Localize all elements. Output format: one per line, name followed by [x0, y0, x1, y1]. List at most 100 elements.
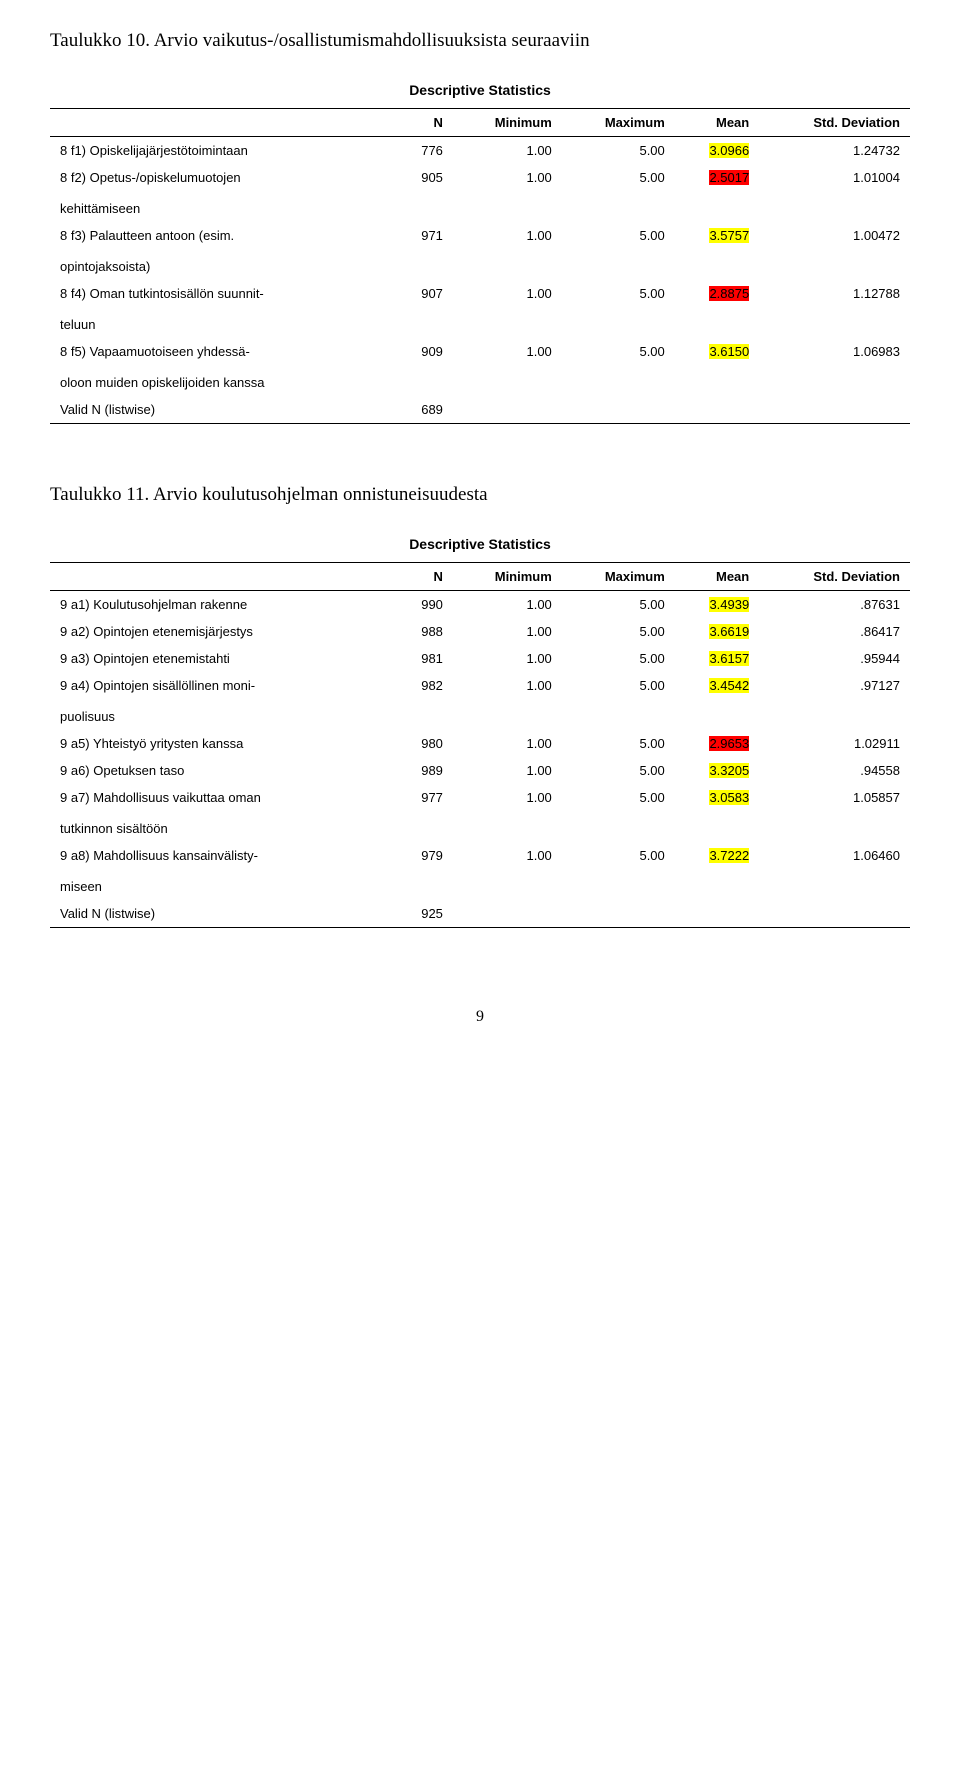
cell-mean: 2.5017 — [675, 164, 759, 191]
col-std: Std. Deviation — [759, 109, 910, 137]
row-label: 9 a8) Mahdollisuus kansainvälisty- — [50, 842, 394, 869]
table-row-sub: kehittämiseen — [50, 191, 910, 222]
cell-mean: 3.3205 — [675, 757, 759, 784]
row-sublabel: opintojaksoista) — [50, 249, 394, 280]
valid-n-label: Valid N (listwise) — [50, 396, 394, 424]
cell-std: .94558 — [759, 757, 910, 784]
cell-max: 5.00 — [562, 280, 675, 307]
valid-n-value: 925 — [394, 900, 453, 928]
table-10: N Minimum Maximum Mean Std. Deviation 8 … — [50, 108, 910, 424]
table-row: 9 a8) Mahdollisuus kansainvälisty-9791.0… — [50, 842, 910, 869]
cell-std: .87631 — [759, 591, 910, 619]
cell-min: 1.00 — [453, 842, 562, 869]
table-row-sub: teluun — [50, 307, 910, 338]
row-label: 8 f4) Oman tutkintosisällön suunnit- — [50, 280, 394, 307]
cell-std: .95944 — [759, 645, 910, 672]
cell-n: 982 — [394, 672, 453, 699]
row-label: 9 a4) Opintojen sisällöllinen moni- — [50, 672, 394, 699]
table-11: N Minimum Maximum Mean Std. Deviation 9 … — [50, 562, 910, 928]
row-label: 8 f3) Palautteen antoon (esim. — [50, 222, 394, 249]
cell-min: 1.00 — [453, 164, 562, 191]
cell-min: 1.00 — [453, 222, 562, 249]
row-sublabel: miseen — [50, 869, 394, 900]
col-blank — [50, 563, 394, 591]
cell-std: 1.01004 — [759, 164, 910, 191]
cell-std: .86417 — [759, 618, 910, 645]
col-min: Minimum — [453, 563, 562, 591]
col-max: Maximum — [562, 563, 675, 591]
col-max: Maximum — [562, 109, 675, 137]
cell-min: 1.00 — [453, 645, 562, 672]
table-row-sub: puolisuus — [50, 699, 910, 730]
cell-mean: 3.7222 — [675, 842, 759, 869]
page-title-2: Taulukko 11. Arvio koulutusohjelman onni… — [50, 484, 910, 506]
cell-std: 1.12788 — [759, 280, 910, 307]
cell-mean: 3.0583 — [675, 784, 759, 811]
cell-max: 5.00 — [562, 618, 675, 645]
cell-max: 5.00 — [562, 645, 675, 672]
cell-std: 1.00472 — [759, 222, 910, 249]
cell-mean: 3.6157 — [675, 645, 759, 672]
row-sublabel: puolisuus — [50, 699, 394, 730]
table-row: 9 a6) Opetuksen taso9891.005.003.3205.94… — [50, 757, 910, 784]
cell-n: 981 — [394, 645, 453, 672]
table-row: 8 f2) Opetus-/opiskelumuotojen9051.005.0… — [50, 164, 910, 191]
cell-n: 990 — [394, 591, 453, 619]
cell-std: 1.24732 — [759, 137, 910, 165]
cell-n: 988 — [394, 618, 453, 645]
cell-n: 909 — [394, 338, 453, 365]
cell-mean: 2.9653 — [675, 730, 759, 757]
cell-min: 1.00 — [453, 730, 562, 757]
row-label: 9 a1) Koulutusohjelman rakenne — [50, 591, 394, 619]
table-row: 9 a1) Koulutusohjelman rakenne9901.005.0… — [50, 591, 910, 619]
cell-max: 5.00 — [562, 784, 675, 811]
cell-mean: 2.8875 — [675, 280, 759, 307]
row-sublabel: kehittämiseen — [50, 191, 394, 222]
cell-mean: 3.6619 — [675, 618, 759, 645]
row-sublabel: teluun — [50, 307, 394, 338]
cell-mean: 3.6150 — [675, 338, 759, 365]
cell-min: 1.00 — [453, 280, 562, 307]
cell-std: 1.06983 — [759, 338, 910, 365]
row-label: 9 a2) Opintojen etenemisjärjestys — [50, 618, 394, 645]
cell-mean: 3.0966 — [675, 137, 759, 165]
valid-n-label: Valid N (listwise) — [50, 900, 394, 928]
col-blank — [50, 109, 394, 137]
table-row-sub: oloon muiden opiskelijoiden kanssa — [50, 365, 910, 396]
page-title-1: Taulukko 10. Arvio vaikutus-/osallistumi… — [50, 30, 910, 52]
col-min: Minimum — [453, 109, 562, 137]
cell-std: 1.05857 — [759, 784, 910, 811]
cell-n: 980 — [394, 730, 453, 757]
stats-title-1: Descriptive Statistics — [50, 82, 910, 98]
table-row: 9 a3) Opintojen etenemistahti9811.005.00… — [50, 645, 910, 672]
table-row: 8 f3) Palautteen antoon (esim.9711.005.0… — [50, 222, 910, 249]
cell-min: 1.00 — [453, 784, 562, 811]
table-row: 9 a2) Opintojen etenemisjärjestys9881.00… — [50, 618, 910, 645]
cell-max: 5.00 — [562, 842, 675, 869]
table-row-sub: tutkinnon sisältöön — [50, 811, 910, 842]
table-row: 9 a4) Opintojen sisällöllinen moni-9821.… — [50, 672, 910, 699]
cell-max: 5.00 — [562, 757, 675, 784]
col-mean: Mean — [675, 563, 759, 591]
cell-max: 5.00 — [562, 591, 675, 619]
cell-mean: 3.4542 — [675, 672, 759, 699]
cell-max: 5.00 — [562, 338, 675, 365]
cell-max: 5.00 — [562, 137, 675, 165]
valid-n-row: Valid N (listwise)925 — [50, 900, 910, 928]
table-row: 8 f1) Opiskelijajärjestötoimintaan7761.0… — [50, 137, 910, 165]
cell-n: 907 — [394, 280, 453, 307]
table-row: 8 f5) Vapaamuotoiseen yhdessä-9091.005.0… — [50, 338, 910, 365]
row-label: 8 f1) Opiskelijajärjestötoimintaan — [50, 137, 394, 165]
col-std: Std. Deviation — [759, 563, 910, 591]
cell-min: 1.00 — [453, 618, 562, 645]
cell-mean: 3.5757 — [675, 222, 759, 249]
cell-n: 979 — [394, 842, 453, 869]
table-row: 9 a7) Mahdollisuus vaikuttaa oman9771.00… — [50, 784, 910, 811]
table-row: 8 f4) Oman tutkintosisällön suunnit-9071… — [50, 280, 910, 307]
row-label: 9 a7) Mahdollisuus vaikuttaa oman — [50, 784, 394, 811]
col-n: N — [394, 109, 453, 137]
row-sublabel: oloon muiden opiskelijoiden kanssa — [50, 365, 394, 396]
cell-max: 5.00 — [562, 164, 675, 191]
cell-min: 1.00 — [453, 591, 562, 619]
cell-n: 905 — [394, 164, 453, 191]
